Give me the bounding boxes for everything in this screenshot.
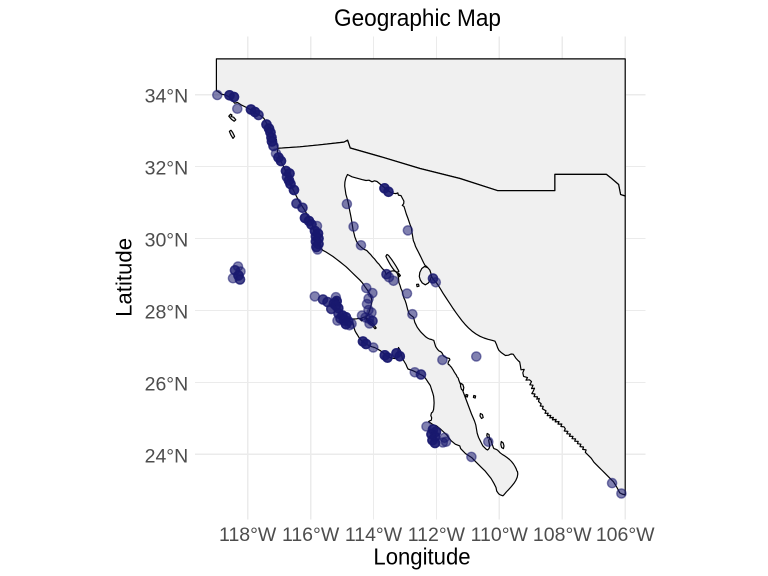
svg-text:Latitude: Latitude	[112, 238, 137, 317]
svg-text:30°N: 30°N	[145, 230, 189, 252]
svg-text:116°W: 116°W	[282, 524, 340, 546]
svg-text:110°W: 110°W	[471, 524, 529, 546]
svg-text:108°W: 108°W	[533, 524, 592, 546]
svg-text:34°N: 34°N	[145, 86, 189, 108]
svg-text:28°N: 28°N	[145, 302, 189, 324]
svg-text:24°N: 24°N	[145, 445, 189, 467]
svg-text:32°N: 32°N	[145, 158, 189, 180]
svg-text:118°W: 118°W	[219, 524, 277, 546]
svg-text:Geographic Map: Geographic Map	[334, 6, 501, 32]
svg-text:112°W: 112°W	[408, 524, 466, 546]
svg-text:114°W: 114°W	[345, 524, 403, 546]
svg-text:106°W: 106°W	[596, 524, 655, 546]
svg-text:Longitude: Longitude	[373, 544, 470, 570]
svg-text:26°N: 26°N	[145, 374, 189, 396]
